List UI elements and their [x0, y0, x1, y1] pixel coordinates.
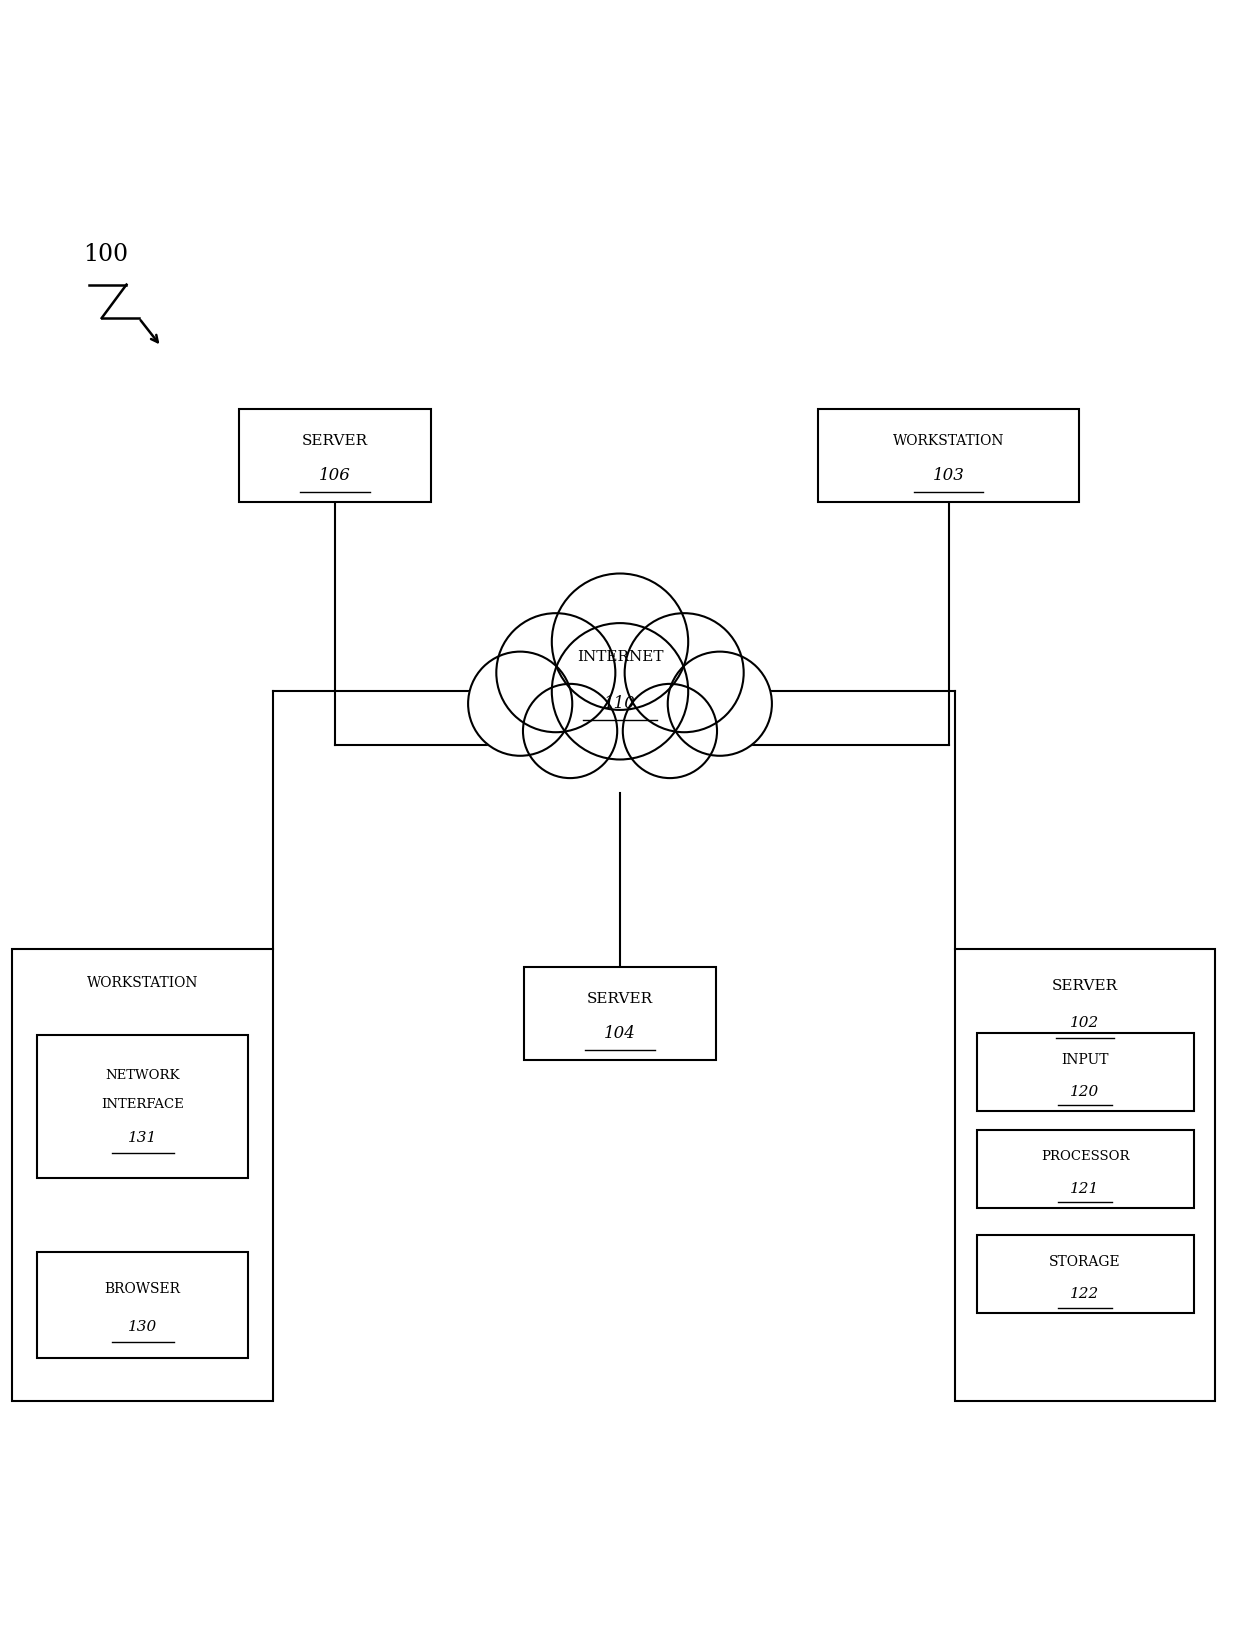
Circle shape	[496, 613, 615, 733]
Circle shape	[667, 652, 771, 756]
Text: BROWSER: BROWSER	[104, 1282, 181, 1296]
Text: SERVER: SERVER	[1052, 979, 1118, 992]
Text: SERVER: SERVER	[301, 434, 368, 449]
Text: 131: 131	[128, 1130, 157, 1145]
Text: NETWORK: NETWORK	[105, 1070, 180, 1083]
Text: WORKSTATION: WORKSTATION	[87, 976, 198, 991]
Text: 121: 121	[1070, 1181, 1100, 1196]
Bar	[977, 1130, 1193, 1208]
Text: WORKSTATION: WORKSTATION	[893, 434, 1004, 449]
Circle shape	[467, 652, 572, 756]
Text: 110: 110	[604, 695, 636, 711]
Text: 130: 130	[128, 1321, 157, 1334]
Circle shape	[552, 573, 688, 710]
Text: INTERNET: INTERNET	[577, 649, 663, 664]
Text: STORAGE: STORAGE	[1049, 1255, 1121, 1268]
Circle shape	[622, 683, 717, 779]
Text: SERVER: SERVER	[587, 992, 653, 1006]
Text: PROCESSOR: PROCESSOR	[1040, 1150, 1130, 1163]
Text: 104: 104	[604, 1025, 636, 1042]
Bar	[238, 409, 432, 503]
Bar	[977, 1033, 1193, 1111]
Circle shape	[625, 613, 744, 733]
Bar	[12, 948, 273, 1401]
Text: 120: 120	[1070, 1084, 1100, 1099]
Circle shape	[552, 623, 688, 759]
Text: INPUT: INPUT	[1061, 1053, 1109, 1066]
Text: INTERFACE: INTERFACE	[102, 1098, 184, 1111]
Bar	[37, 1035, 248, 1178]
Bar	[818, 409, 1079, 503]
Text: 106: 106	[319, 467, 351, 485]
Bar	[977, 1236, 1193, 1313]
Text: 102: 102	[1070, 1015, 1100, 1030]
Text: 122: 122	[1070, 1286, 1100, 1301]
Bar	[955, 948, 1215, 1401]
Text: 103: 103	[932, 467, 965, 485]
Bar	[523, 968, 717, 1060]
Circle shape	[523, 683, 618, 779]
Bar	[37, 1252, 248, 1357]
Text: 100: 100	[83, 243, 128, 266]
